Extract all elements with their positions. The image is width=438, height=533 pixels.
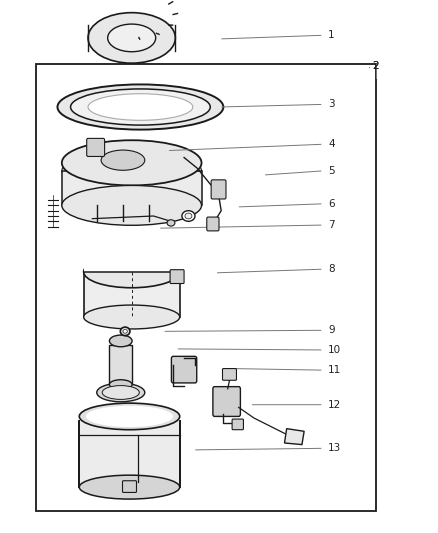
Text: 11: 11	[328, 365, 341, 375]
Polygon shape	[62, 171, 201, 205]
FancyBboxPatch shape	[213, 386, 240, 416]
Ellipse shape	[57, 84, 223, 130]
Text: 7: 7	[328, 220, 335, 230]
Text: 2: 2	[372, 61, 378, 70]
Ellipse shape	[110, 379, 132, 389]
Ellipse shape	[71, 89, 210, 125]
Text: 5: 5	[328, 166, 335, 176]
FancyBboxPatch shape	[35, 64, 376, 511]
FancyBboxPatch shape	[170, 270, 184, 284]
Text: 2: 2	[372, 61, 378, 70]
Ellipse shape	[102, 385, 139, 399]
Ellipse shape	[108, 24, 155, 52]
Ellipse shape	[84, 305, 180, 329]
FancyBboxPatch shape	[87, 139, 105, 157]
Text: 8: 8	[328, 264, 335, 274]
FancyBboxPatch shape	[223, 368, 237, 380]
Text: 9: 9	[328, 325, 335, 335]
Polygon shape	[84, 253, 180, 272]
Text: 10: 10	[328, 345, 341, 355]
FancyBboxPatch shape	[211, 180, 226, 199]
Ellipse shape	[86, 406, 173, 427]
Ellipse shape	[84, 256, 180, 288]
Ellipse shape	[101, 150, 145, 170]
Ellipse shape	[79, 475, 180, 499]
Ellipse shape	[79, 403, 180, 430]
Ellipse shape	[88, 13, 175, 63]
Ellipse shape	[182, 211, 195, 221]
Ellipse shape	[88, 94, 193, 120]
FancyBboxPatch shape	[171, 357, 197, 383]
Text: 13: 13	[328, 443, 341, 453]
Text: 6: 6	[328, 199, 335, 209]
Text: 4: 4	[328, 139, 335, 149]
Text: 1: 1	[328, 30, 335, 41]
Ellipse shape	[110, 335, 132, 347]
Ellipse shape	[62, 140, 201, 185]
Polygon shape	[79, 421, 180, 487]
FancyBboxPatch shape	[207, 217, 219, 231]
Ellipse shape	[167, 220, 175, 226]
Text: 12: 12	[328, 400, 341, 410]
Ellipse shape	[62, 151, 201, 191]
Ellipse shape	[123, 329, 127, 333]
FancyBboxPatch shape	[123, 481, 137, 492]
Ellipse shape	[62, 185, 201, 225]
Text: 3: 3	[328, 99, 335, 109]
Ellipse shape	[185, 213, 192, 219]
Polygon shape	[84, 272, 180, 317]
Ellipse shape	[97, 383, 145, 402]
Ellipse shape	[120, 327, 130, 336]
Polygon shape	[110, 345, 132, 384]
FancyBboxPatch shape	[232, 419, 244, 430]
Polygon shape	[285, 429, 304, 445]
